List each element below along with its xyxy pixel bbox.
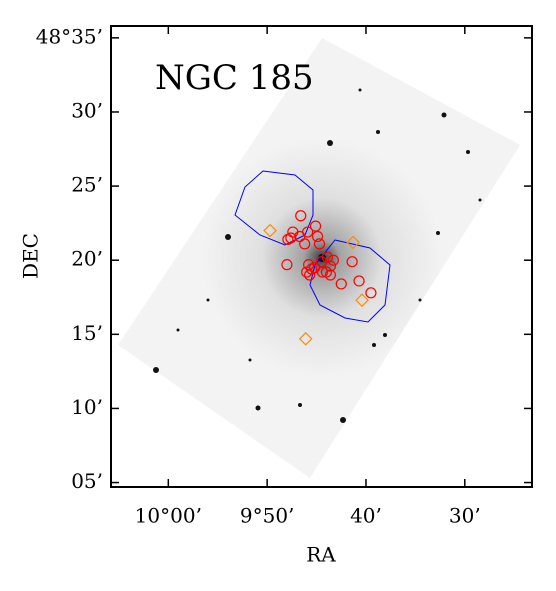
plot-frame xyxy=(110,25,533,488)
point xyxy=(281,259,293,271)
point xyxy=(298,331,313,346)
x-tick-label: 9°50’ xyxy=(240,504,295,528)
point xyxy=(299,238,311,250)
point xyxy=(365,287,377,299)
point xyxy=(313,238,326,250)
y-tick-label: 20’ xyxy=(71,247,103,271)
annotation: NGC 185 xyxy=(155,58,314,98)
y-tick-label: 48°35’ xyxy=(36,24,103,48)
point xyxy=(316,266,329,278)
y-axis-label: DEC xyxy=(19,233,43,279)
point xyxy=(304,269,316,281)
stars xyxy=(153,88,482,423)
y-tick-label: 30’ xyxy=(71,98,103,122)
point xyxy=(346,235,360,250)
y-tick-label: 25’ xyxy=(71,173,103,197)
point xyxy=(295,210,307,222)
contour xyxy=(309,239,391,323)
point xyxy=(324,260,336,272)
point xyxy=(285,232,297,244)
point xyxy=(335,278,347,290)
point xyxy=(346,256,358,268)
x-tick-label: 40’ xyxy=(350,504,382,528)
point xyxy=(263,223,277,238)
point xyxy=(353,275,365,287)
point xyxy=(320,266,333,278)
point xyxy=(301,266,313,278)
y-tick-label: 05’ xyxy=(71,469,103,493)
y-tick-label: 10’ xyxy=(71,395,103,419)
point xyxy=(309,220,322,232)
x-tick-label: 10°00’ xyxy=(135,504,202,528)
y-tick-label: 15’ xyxy=(71,321,103,345)
x-tick-label: 30’ xyxy=(449,504,481,528)
x-axis-label: RA xyxy=(306,543,336,567)
point xyxy=(311,230,324,243)
point xyxy=(355,293,369,308)
point xyxy=(327,254,339,266)
